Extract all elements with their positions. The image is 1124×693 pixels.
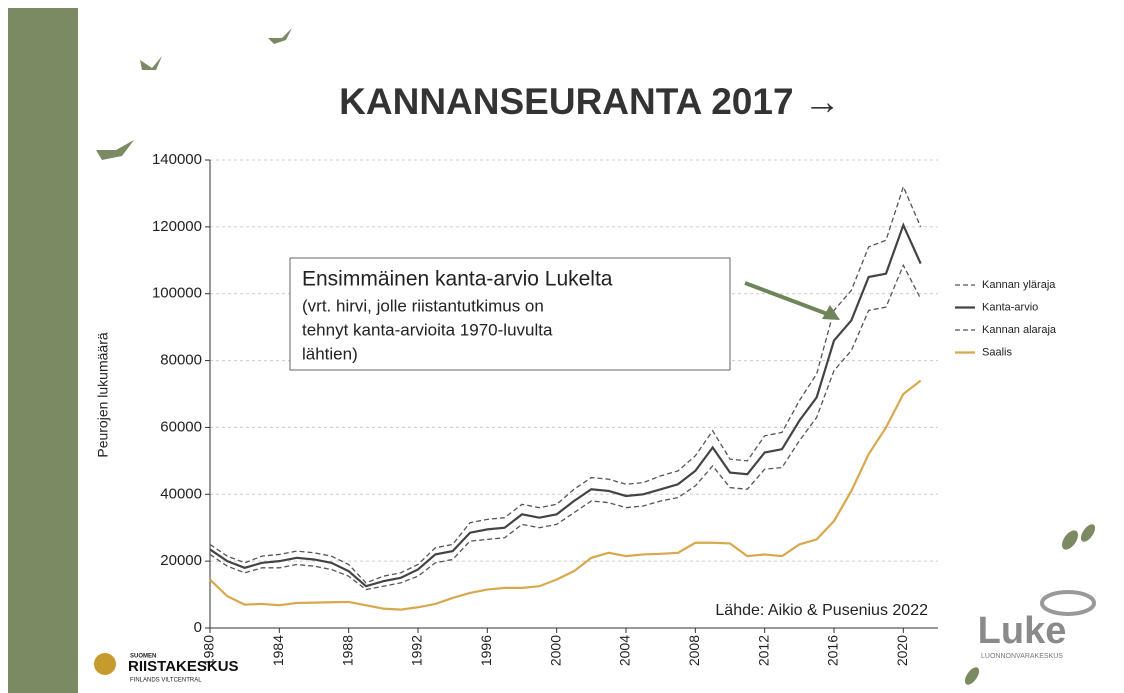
x-tick-label: 2008: [686, 635, 702, 666]
annotation-arrow: [745, 283, 830, 315]
series-line: [210, 381, 921, 610]
source: Lähde: Aikio & Pusenius 2022: [715, 602, 928, 619]
y-tick-label: 40000: [160, 485, 202, 502]
side-bar: [8, 8, 78, 693]
x-tick-label: 2012: [755, 635, 771, 666]
x-tick-label: 1996: [478, 635, 494, 666]
x-tick-label: 2020: [894, 635, 910, 666]
annotation-text: Ensimmäinen kanta-arvio Lukelta: [302, 268, 613, 291]
y-axis-label: Peurojen lukumäärä: [95, 332, 111, 458]
legend-label: Saalis: [982, 346, 1012, 358]
y-tick-label: 20000: [160, 552, 202, 569]
x-tick-label: 2004: [617, 635, 633, 666]
legend-label: Kanta-arvio: [982, 301, 1038, 313]
annotation-text: (vrt. hirvi, jolle riistantutkimus on: [302, 296, 544, 315]
logo-text: RIISTAKESKUS: [128, 658, 239, 675]
annotation-text: lähtien): [302, 344, 358, 363]
y-tick-label: 0: [194, 619, 202, 636]
y-tick-label: 60000: [160, 418, 202, 435]
title: KANNANSEURANTA 2017 →: [339, 81, 841, 122]
x-tick-label: 1992: [409, 635, 425, 666]
x-tick-label: 2016: [825, 635, 841, 666]
y-tick-label: 100000: [152, 285, 202, 302]
legend-label: Kannan yläraja: [982, 279, 1056, 291]
logo-mark: [94, 653, 116, 675]
y-tick-label: 120000: [152, 218, 202, 235]
annotation-text: tehnyt kanta-arvioita 1970-luvulta: [302, 320, 553, 339]
y-tick-label: 80000: [160, 352, 202, 369]
logo-text: Luke: [978, 610, 1067, 652]
plot: 0 20000 40000 60000 80000 100000 120000 140000 1…: [152, 151, 1057, 666]
y-tick-label: 140000: [152, 151, 202, 168]
slide: KANNANSEURANTA 2017 → Peurojen lukumäärä…: [0, 0, 1124, 693]
x-tick-label: 1984: [270, 635, 286, 666]
x-tick-label: 2000: [547, 635, 563, 666]
series-line: [210, 187, 921, 583]
logo-text: FINLANDS VILTCENTRAL: [130, 678, 202, 684]
legend-label: Kannan alaraja: [982, 324, 1057, 336]
logo-text: LUONNONVARAKESKUS: [981, 653, 1063, 660]
x-tick-label: 1988: [339, 635, 355, 666]
